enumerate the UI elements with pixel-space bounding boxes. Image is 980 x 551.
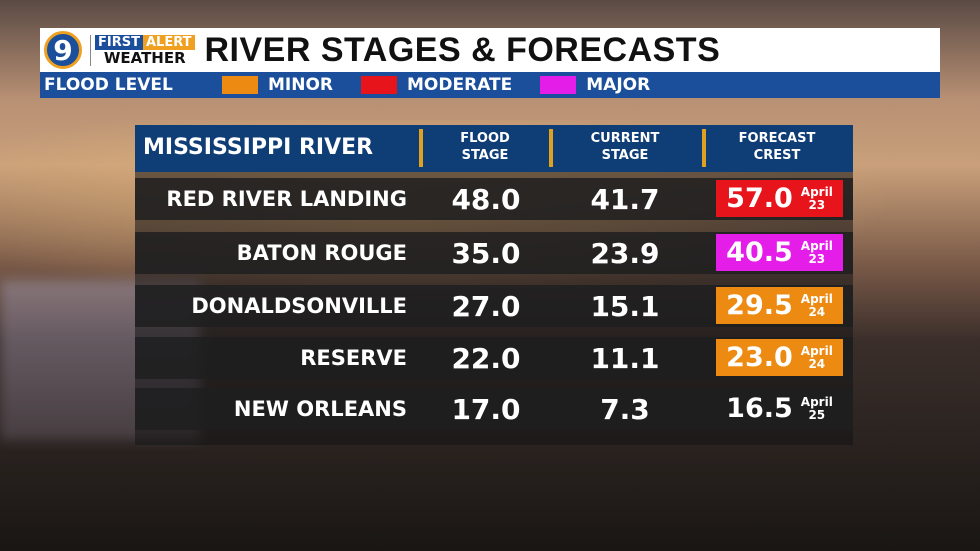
col-current-stage: CURRENT STAGE <box>590 131 660 163</box>
col-forecast-crest: FORECAST CREST <box>738 131 816 163</box>
brand-first: FIRST <box>95 34 143 50</box>
crest-month: April <box>800 394 833 409</box>
table-row: DONALDSONVILLE 27.0 15.1 29.5 April 24 <box>135 285 853 327</box>
crest-value: 16.5 <box>726 393 793 424</box>
current-stage: 23.9 <box>590 237 660 270</box>
moderate-swatch <box>361 76 398 94</box>
flood-stage: 48.0 <box>451 183 521 216</box>
current-stage: 41.7 <box>590 183 660 216</box>
gauge-name: DONALDSONVILLE <box>191 294 407 318</box>
flood-level-legend: FLOOD LEVEL MINOR MODERATE MAJOR <box>40 72 940 98</box>
legend-text: MODERATE <box>407 75 513 95</box>
divider <box>549 129 553 167</box>
crest-value: 57.0 <box>726 183 793 214</box>
table-row: RED RIVER LANDING 48.0 41.7 57.0 April 23 <box>135 178 853 220</box>
legend-item-moderate: MODERATE <box>361 75 512 95</box>
crest-date: April 23 <box>800 184 833 212</box>
forecast-crest: 57.0 April 23 <box>716 180 843 217</box>
forecast-crest: 29.5 April 24 <box>716 287 843 324</box>
crest-month: April <box>800 184 833 199</box>
crest-day: 23 <box>808 251 826 266</box>
crest-date: April 23 <box>800 238 833 266</box>
header-bar: 9 FIRST ALERT WEATHER RIVER STAGES & FORE… <box>40 28 940 72</box>
crest-day: 24 <box>808 304 826 319</box>
crest-value: 23.0 <box>726 342 793 373</box>
gauge-name: RED RIVER LANDING <box>166 187 407 211</box>
first-alert-weather-logo: FIRST ALERT WEATHER <box>90 34 195 67</box>
page-title: RIVER STAGES & FORECASTS <box>204 30 721 69</box>
crest-day: 24 <box>808 356 826 371</box>
major-swatch <box>540 76 577 94</box>
current-stage: 15.1 <box>590 290 660 323</box>
col-flood-stage: FLOOD STAGE <box>460 131 510 163</box>
flood-stage: 27.0 <box>451 290 521 323</box>
minor-swatch <box>222 76 258 94</box>
table-row: RESERVE 22.0 11.1 23.0 April 24 <box>135 337 853 379</box>
legend-item-major: MAJOR <box>540 75 650 95</box>
crest-day: 25 <box>808 407 826 422</box>
gauge-name: NEW ORLEANS <box>233 397 407 421</box>
legend-text: MAJOR <box>586 75 651 95</box>
forecast-crest: 23.0 April 24 <box>716 339 843 376</box>
crest-date: April 24 <box>800 291 833 319</box>
current-stage: 7.3 <box>600 393 650 426</box>
table-row: BATON ROUGE 35.0 23.9 40.5 April 23 <box>135 232 853 274</box>
crest-month: April <box>800 343 833 358</box>
crest-date: April 24 <box>800 343 833 371</box>
legend-item-minor: MINOR <box>222 75 333 95</box>
flood-stage: 22.0 <box>451 342 521 375</box>
flood-stage: 35.0 <box>451 237 521 270</box>
legend-text: MINOR <box>268 75 334 95</box>
flood-stage: 17.0 <box>451 393 521 426</box>
brand-alert: ALERT <box>142 34 195 50</box>
current-stage: 11.1 <box>590 342 660 375</box>
forecast-crest: 40.5 April 23 <box>716 234 843 271</box>
legend-label: FLOOD LEVEL <box>44 75 173 95</box>
divider <box>702 129 706 167</box>
crest-value: 29.5 <box>726 290 793 321</box>
table-row: NEW ORLEANS 17.0 7.3 16.5 April 25 <box>135 388 853 430</box>
forecast-crest: 16.5 April 25 <box>716 390 843 427</box>
river-name: MISSISSIPPI RIVER <box>143 135 374 160</box>
gauge-name: RESERVE <box>300 346 407 370</box>
crest-day: 23 <box>808 197 826 212</box>
brand-weather: WEATHER <box>103 48 186 67</box>
river-table: MISSISSIPPI RIVER FLOOD STAGE CURRENT ST… <box>135 125 853 445</box>
crest-value: 40.5 <box>726 237 793 268</box>
divider <box>419 129 423 167</box>
gauge-name: BATON ROUGE <box>236 241 407 265</box>
crest-date: April 25 <box>800 394 833 422</box>
crest-month: April <box>800 291 833 306</box>
table-header: MISSISSIPPI RIVER FLOOD STAGE CURRENT ST… <box>135 125 853 172</box>
crest-month: April <box>800 238 833 253</box>
channel-9-logo: 9 <box>44 31 82 69</box>
